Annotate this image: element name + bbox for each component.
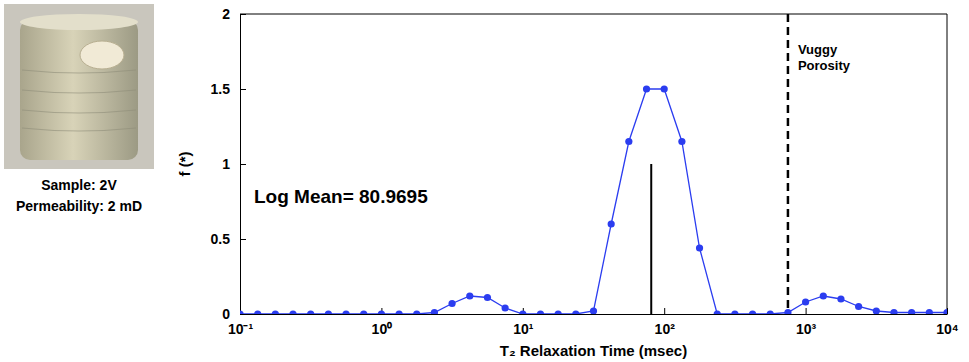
x-tick-mark <box>806 308 807 314</box>
x-tick-mark <box>947 308 948 314</box>
series-point <box>466 292 473 299</box>
series-point <box>325 310 332 314</box>
series-point <box>926 309 933 314</box>
x-tick-label: 10¹ <box>513 321 534 337</box>
series-point <box>678 138 685 145</box>
y-tick-label: 1.5 <box>211 81 231 97</box>
vuggy-cutoff-line <box>787 14 790 314</box>
plot: 10⁻¹ 10⁰ 10¹ 10² 10³ 10⁴ 0 0.5 1 1.5 2 Log Mean= 80… <box>211 6 959 337</box>
log-mean-label: Log Mean= 80.9695 <box>254 186 428 207</box>
series-point <box>943 309 947 314</box>
series-point <box>289 310 296 314</box>
series-point <box>378 310 385 314</box>
y-tick: 0 <box>222 306 246 322</box>
series-point <box>784 309 791 314</box>
x-tick-label: 10⁴ <box>936 321 959 337</box>
series-point <box>714 310 721 314</box>
x-axis-line <box>241 314 948 315</box>
core-band <box>22 70 136 73</box>
series-point <box>395 310 402 314</box>
series-point <box>502 304 509 311</box>
series-point <box>837 295 844 302</box>
core-photo <box>4 4 154 169</box>
series-line <box>240 89 947 314</box>
series-point <box>360 310 367 314</box>
chart: Sample: 2VPermeability: 2 mD10⁻¹10⁰10¹10… <box>0 0 969 362</box>
series-point <box>342 310 349 314</box>
x-axis-title: T₂ Relaxation Time (msec) <box>500 342 687 359</box>
core-band <box>22 110 136 113</box>
permeability-label: Permeability: 2 mD <box>16 198 142 214</box>
series-point <box>572 310 579 314</box>
photo-bg <box>4 4 154 169</box>
series-point <box>749 310 756 314</box>
series-point <box>431 309 438 314</box>
y-tick-mark <box>240 89 246 90</box>
series-point <box>537 310 544 314</box>
vuggy-cutoff-label: VuggyPorosity <box>798 42 851 73</box>
series-point <box>767 310 774 314</box>
y-tick: 1.5 <box>211 81 246 97</box>
y-tick: 1 <box>222 156 246 172</box>
series-point <box>272 310 279 314</box>
log-mean-line <box>650 164 652 314</box>
frame-right <box>947 14 948 314</box>
y-tick-label: 1 <box>222 156 230 172</box>
series-point <box>307 310 314 314</box>
series-point <box>448 300 455 307</box>
series-point <box>590 307 597 314</box>
y-axis: 0 0.5 1 1.5 2 <box>211 6 246 322</box>
series-point <box>643 85 650 92</box>
y-tick-mark <box>240 14 246 15</box>
y-tick: 2 <box>222 6 246 22</box>
x-tick-label: 10³ <box>796 321 817 337</box>
x-tick: 10² <box>655 308 676 337</box>
vug <box>80 41 124 69</box>
x-tick-label: 10⁻¹ <box>228 321 254 337</box>
series-point <box>696 244 703 251</box>
core-band <box>22 90 136 93</box>
core-band <box>22 128 136 131</box>
y-tick-mark <box>240 164 246 165</box>
marks <box>240 14 947 314</box>
series-point <box>855 303 862 310</box>
series-point <box>484 294 491 301</box>
series-point <box>625 138 632 145</box>
core-top <box>20 14 138 30</box>
x-tick: 10³ <box>796 308 817 337</box>
series-point <box>555 310 562 314</box>
sample-label: Sample: 2V <box>41 177 117 193</box>
series-point <box>890 309 897 314</box>
y-tick-label: 0 <box>222 306 230 322</box>
series-point <box>802 298 809 305</box>
y-tick-label: 2 <box>222 6 230 22</box>
y-tick-label: 0.5 <box>211 231 231 247</box>
x-tick: 10⁻¹ <box>228 308 254 337</box>
x-tick-label: 10² <box>655 321 676 337</box>
series-point <box>873 307 880 314</box>
y-tick: 0.5 <box>211 231 246 247</box>
series-point <box>820 292 827 299</box>
series-point <box>254 310 261 314</box>
frame-top <box>240 14 947 15</box>
y-tick-mark <box>240 239 246 240</box>
y-axis-title: f (*) <box>176 152 193 177</box>
series-point <box>908 309 915 314</box>
series-point <box>519 310 526 314</box>
series-point <box>608 220 615 227</box>
series-point <box>731 310 738 314</box>
x-axis: 10⁻¹ 10⁰ 10¹ 10² 10³ 10⁴ <box>228 308 959 337</box>
series-point <box>413 310 420 314</box>
x-tick-label: 10⁰ <box>372 321 393 337</box>
x-tick-mark <box>664 308 665 314</box>
x-tick: 10⁰ <box>372 308 393 337</box>
core-body <box>20 20 138 160</box>
series-point <box>240 310 244 314</box>
series-point <box>661 85 668 92</box>
y-tick-mark <box>240 314 246 315</box>
